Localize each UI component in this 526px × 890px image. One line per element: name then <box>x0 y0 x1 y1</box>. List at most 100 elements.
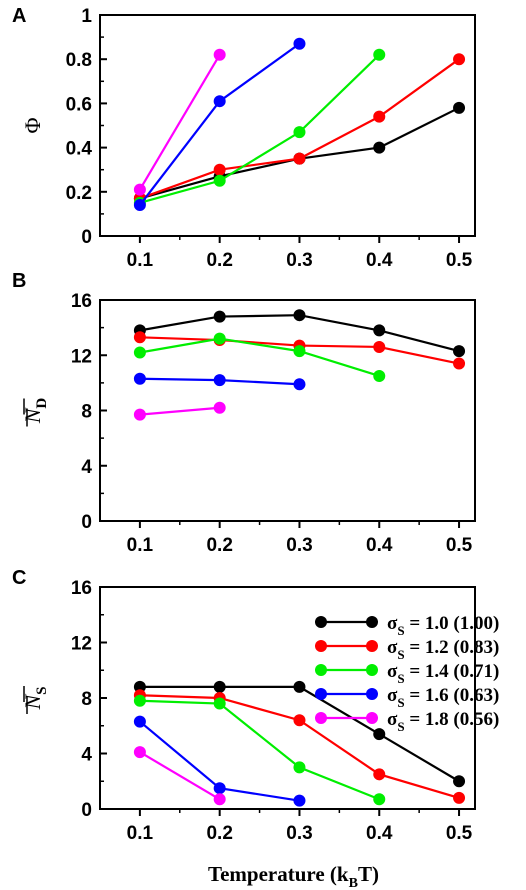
x-axis-title: Temperature (kBT) <box>208 862 379 890</box>
y-tick-label: 12 <box>71 346 92 367</box>
data-point-1-0 <box>133 331 146 344</box>
series-line-2 <box>139 53 381 204</box>
data-point-4-0 <box>133 183 146 196</box>
data-point-1-3 <box>373 340 386 353</box>
y-axis-title: ND <box>20 398 50 425</box>
legend-marker-right-2 <box>366 664 378 676</box>
x-tick-label: 0.4 <box>366 535 393 556</box>
data-point-0-4 <box>453 345 466 358</box>
x-tick-label: 0.1 <box>127 823 154 844</box>
x-tick-label: 0.4 <box>366 823 393 844</box>
data-point-1-3 <box>373 768 386 781</box>
data-point-1-4 <box>453 53 466 66</box>
panel-b: B 0 4 8 12 16 0.1 0.2 0.3 0.4 0.5 ND <box>12 270 476 556</box>
x-tick-label: 0.2 <box>206 535 232 556</box>
legend-text-body: = 1.8 (0.56) <box>405 709 500 730</box>
x-tick-label: 0.4 <box>366 250 393 271</box>
legend-sym: σ <box>387 661 398 682</box>
data-point-0-2 <box>293 680 306 693</box>
y-axis-title-main: N <box>20 694 45 711</box>
legend-marker-left-0 <box>315 616 327 628</box>
data-point-1-3 <box>373 110 386 123</box>
x-tick-label: 0.1 <box>127 535 154 556</box>
data-point-0-3 <box>373 324 386 337</box>
x-tick-label: 0.3 <box>286 250 312 271</box>
data-point-2-2 <box>293 345 306 358</box>
legend-marker-right-1 <box>366 640 378 652</box>
legend-marker-left-4 <box>315 712 327 724</box>
data-point-2-0 <box>133 346 146 359</box>
y-tick-label: 0 <box>81 227 92 248</box>
data-point-3-2 <box>293 378 306 391</box>
y-axis-title: Φ <box>20 117 45 133</box>
y-tick-label: 16 <box>71 578 92 599</box>
data-point-0-1 <box>213 310 226 323</box>
legend-label-2: σS = 1.4 (0.71) <box>387 661 499 686</box>
y-tick-label: 4 <box>81 457 92 478</box>
legend-sym: σ <box>387 613 398 634</box>
series-line-4 <box>139 406 220 416</box>
legend-label-4: σS = 1.8 (0.56) <box>387 709 499 734</box>
y-tick-label: 0.2 <box>66 183 92 204</box>
y-tick-label: 0.6 <box>66 94 92 115</box>
legend-text-body: = 1.2 (0.83) <box>405 637 500 658</box>
data-point-2-1 <box>213 174 226 187</box>
panel-letter: C <box>12 567 26 589</box>
y-tick-label: 16 <box>71 291 92 312</box>
series-line-4 <box>138 54 221 191</box>
data-point-4-1 <box>213 401 226 414</box>
x-axis-title-main: Temperature (k <box>208 862 349 886</box>
data-point-3-2 <box>293 37 306 50</box>
data-point-1-4 <box>453 357 466 370</box>
legend-marker-right-3 <box>366 688 378 700</box>
series-line-4 <box>139 751 221 801</box>
data-point-1-1 <box>213 163 226 176</box>
panel-a: A 0 0.2 0.4 0.6 0.8 1 0.1 0.2 0.3 0.4 0.5 Φ <box>12 5 476 271</box>
legend-marker-left-3 <box>315 688 327 700</box>
data-point-3-0 <box>133 199 146 212</box>
series-line-2 <box>139 337 380 378</box>
x-tick-label: 0.2 <box>206 250 232 271</box>
data-point-0-1 <box>213 680 226 693</box>
series-line-2 <box>139 699 380 801</box>
y-tick-label: 12 <box>71 634 92 655</box>
legend-label-1: σS = 1.2 (0.83) <box>387 637 499 662</box>
data-point-4-0 <box>133 408 146 421</box>
legend-sub: S <box>397 695 404 710</box>
x-tick-label: 0.3 <box>286 823 312 844</box>
y-tick-label: 0 <box>81 512 92 533</box>
panel-letter: A <box>12 5 26 27</box>
y-tick-label: 0.4 <box>66 139 93 160</box>
panel-letter: B <box>12 270 26 292</box>
data-point-3-0 <box>133 372 146 385</box>
data-point-2-0 <box>133 694 146 707</box>
data-point-2-3 <box>373 48 386 61</box>
y-axis-title: NS <box>20 686 50 710</box>
x-tick-label: 0.2 <box>206 823 232 844</box>
plot-frame <box>99 299 476 522</box>
data-point-3-2 <box>293 794 306 807</box>
data-point-0-2 <box>293 309 306 322</box>
data-point-0-0 <box>133 680 146 693</box>
data-point-1-4 <box>453 791 466 804</box>
legend-text-body: = 1.6 (0.63) <box>405 685 500 706</box>
data-point-2-3 <box>373 369 386 382</box>
y-axis-title-main: N <box>20 407 45 424</box>
legend-sub: S <box>397 719 404 734</box>
x-tick-label: 0.5 <box>446 250 473 271</box>
data-point-3-0 <box>133 715 146 728</box>
legend-sub: S <box>397 671 404 686</box>
data-point-0-3 <box>373 141 386 154</box>
data-point-2-1 <box>213 697 226 710</box>
legend-marker-left-2 <box>315 664 327 676</box>
x-tick-label: 0.5 <box>446 823 473 844</box>
y-axis-title-sub: S <box>34 686 50 694</box>
y-axis-title-sub: D <box>34 398 50 409</box>
data-point-0-3 <box>373 728 386 741</box>
data-point-1-2 <box>293 152 306 165</box>
plot-frame <box>99 14 476 237</box>
data-point-4-1 <box>213 48 226 61</box>
legend-sym: σ <box>387 709 398 730</box>
